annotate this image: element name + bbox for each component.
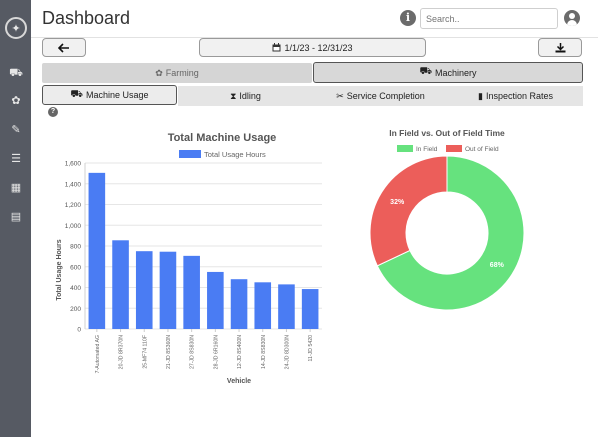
x-axis-label: Vehicle xyxy=(227,378,251,385)
legend-label-out-of-field[interactable]: Out of Field xyxy=(465,146,499,153)
date-range-label: 1/1/23 - 12/31/23 xyxy=(284,42,353,53)
hourglass-icon: ⧗ xyxy=(230,90,237,101)
bar[interactable] xyxy=(135,251,153,329)
bar[interactable] xyxy=(88,172,106,329)
subtab-machine-usage[interactable]: ⛟ Machine Usage xyxy=(42,85,177,105)
subtab-label: Inspection Rates xyxy=(485,91,553,101)
bar[interactable] xyxy=(278,284,295,329)
bar[interactable] xyxy=(254,282,272,329)
truck-icon: ⛟ xyxy=(70,88,84,100)
download-icon xyxy=(555,42,565,52)
tractor-icon[interactable]: ⛟ xyxy=(9,67,23,79)
slice-value-label: 32% xyxy=(390,199,405,206)
tab-machinery[interactable]: ⛟ Machinery xyxy=(313,62,583,83)
bar[interactable] xyxy=(301,289,319,329)
tab-farming[interactable]: ✿ Farming xyxy=(42,63,312,83)
bar[interactable] xyxy=(183,255,200,329)
x-tick-label: 12-JD 8S400N xyxy=(237,335,243,369)
y-tick-label: 1,200 xyxy=(65,202,82,209)
x-tick-label: 24-JD 8D300N xyxy=(284,335,290,370)
page-title: Dashboard xyxy=(42,8,131,28)
bar[interactable] xyxy=(207,271,224,329)
x-tick-label: 21-JD 8S360N xyxy=(166,335,172,369)
legend-label-in-field[interactable]: In Field xyxy=(416,146,438,153)
chart-title: Total Machine Usage xyxy=(168,132,277,144)
x-tick-label: 25-MF74 110F xyxy=(142,335,148,369)
help-icon[interactable]: ? xyxy=(48,107,58,117)
header: Dashboard i xyxy=(31,0,598,38)
legend-swatch-in-field xyxy=(397,145,413,152)
x-tick-label: 27-JD 8S830N xyxy=(190,335,196,369)
legend-label[interactable]: Total Usage Hours xyxy=(204,150,266,159)
x-tick-label: 7-Automated AG xyxy=(95,335,101,373)
in-field-donut-chart: In Field vs. Out of Field Time In Field … xyxy=(369,128,525,311)
arrow-left-icon xyxy=(58,42,69,53)
report-icon[interactable]: ▤ xyxy=(10,211,22,223)
y-tick-label: 800 xyxy=(70,244,81,251)
donut-slice[interactable] xyxy=(369,155,448,267)
bar[interactable] xyxy=(112,240,129,329)
seedling-icon: ✿ xyxy=(155,67,163,78)
tab-machinery-label: Machinery xyxy=(435,67,477,78)
donut-title: In Field vs. Out of Field Time xyxy=(389,128,505,138)
back-button[interactable] xyxy=(42,38,86,57)
user-avatar-icon[interactable] xyxy=(564,10,580,26)
y-tick-label: 0 xyxy=(77,327,81,334)
app-logo[interactable]: ✦ xyxy=(5,17,27,39)
bar[interactable] xyxy=(159,251,177,329)
y-tick-label: 1,000 xyxy=(65,223,82,230)
subtab-inspection-rates[interactable]: ▮ Inspection Rates xyxy=(448,86,583,106)
subtab-label: Service Completion xyxy=(346,91,425,101)
seedling-icon[interactable]: ✿ xyxy=(11,95,21,107)
y-tick-label: 600 xyxy=(70,264,81,271)
x-tick-label: 11-JD 5420 xyxy=(308,335,314,362)
x-tick-label: 20-JD 8R370N xyxy=(119,335,125,370)
search-input[interactable] xyxy=(420,8,558,29)
calendar-icon xyxy=(272,43,281,52)
subtab-idling[interactable]: ⧗ Idling xyxy=(178,86,313,106)
clipboard-icon: ▮ xyxy=(478,90,483,101)
machine-usage-bar-chart: Total Machine Usage Total Usage Hours 0 2… xyxy=(56,132,322,385)
y-tick-label: 1,600 xyxy=(65,161,82,168)
subtab-label: Machine Usage xyxy=(86,90,149,100)
legend-swatch xyxy=(179,150,201,158)
info-icon[interactable]: i xyxy=(400,10,416,26)
subtab-service-completion[interactable]: ✂ Service Completion xyxy=(313,86,448,106)
map-icon[interactable]: ▦ xyxy=(10,182,22,194)
tools-icon: ✂ xyxy=(336,90,344,101)
wrench-icon[interactable]: ✎ xyxy=(11,124,21,136)
tractor-icon: ⛟ xyxy=(419,66,433,77)
slice-value-label: 68% xyxy=(490,262,505,269)
subtab-label: Idling xyxy=(239,91,261,101)
legend-swatch-out-of-field xyxy=(446,145,462,152)
tab-farming-label: Farming xyxy=(165,68,199,78)
y-tick-label: 400 xyxy=(70,285,81,292)
x-tick-label: 28-JD 6R160N xyxy=(213,335,219,370)
y-axis-label: Total Usage Hours xyxy=(56,239,63,300)
y-tick-label: 200 xyxy=(70,306,81,313)
download-button[interactable] xyxy=(538,38,582,57)
bar[interactable] xyxy=(230,279,248,329)
sidebar: ✦ ⛟ ✿ ✎ ☰ ▦ ▤ xyxy=(0,0,31,437)
x-tick-label: 14-JD 8S830N xyxy=(261,335,267,369)
donut-slice[interactable] xyxy=(376,155,525,311)
y-tick-label: 1,400 xyxy=(65,181,82,188)
checklist-icon[interactable]: ☰ xyxy=(11,153,21,165)
date-range-button[interactable]: 1/1/23 - 12/31/23 xyxy=(199,38,426,57)
